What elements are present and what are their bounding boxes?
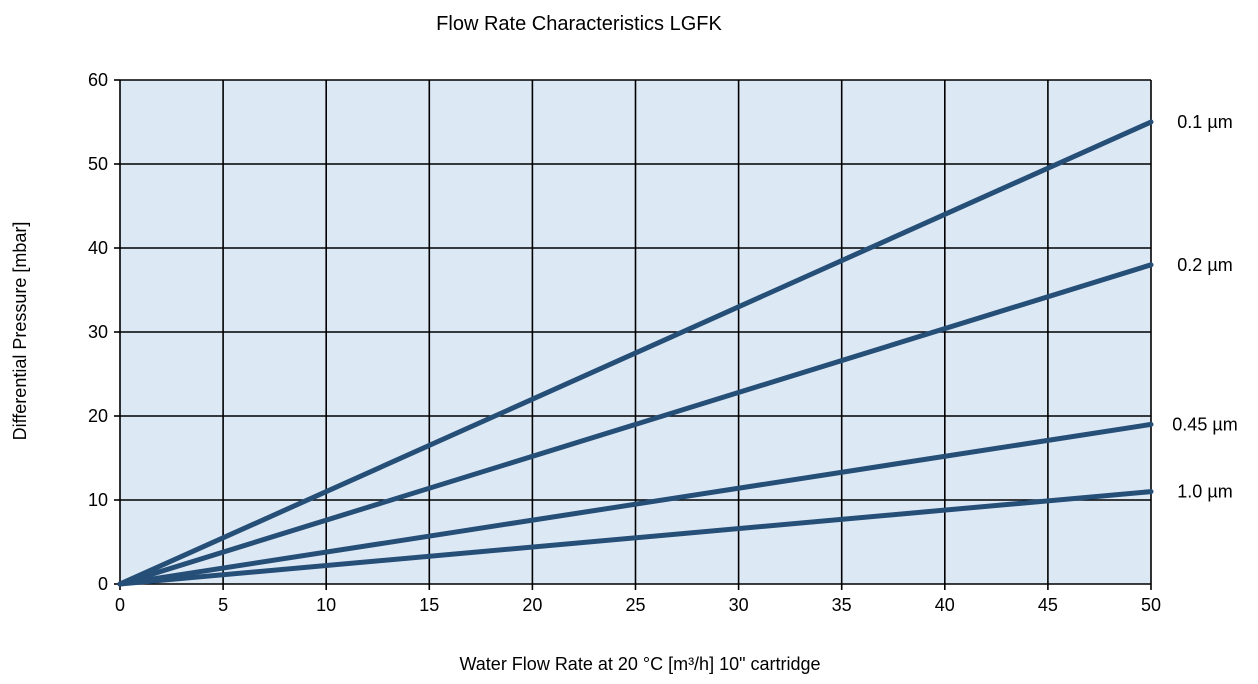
y-tick-label-2: 20	[88, 406, 108, 426]
x-tick-label-6: 30	[729, 595, 749, 615]
x-tick-label-0: 0	[115, 595, 125, 615]
x-axis-label: Water Flow Rate at 20 °C [m³/h] 10" cart…	[459, 654, 820, 674]
x-tick-label-4: 20	[522, 595, 542, 615]
x-tick-label-2: 10	[316, 595, 336, 615]
series-line-3	[117, 489, 1154, 587]
series-label-3: 1.0 µm	[1177, 482, 1232, 502]
y-axis-ticks: 0 10 20 30 40 50 60	[88, 70, 108, 594]
series-label-1: 0.2 µm	[1177, 255, 1232, 275]
chart-title: Flow Rate Characteristics LGFK	[436, 13, 722, 35]
x-tick-label-7: 35	[832, 595, 852, 615]
series-label-0: 0.1 µm	[1177, 112, 1232, 132]
y-tick-label-0: 0	[98, 574, 108, 594]
y-tick-label-5: 50	[88, 154, 108, 174]
x-axis-ticks: 0 5 10 15 20 25 30 35 40 45 50	[115, 595, 1161, 615]
x-tick-label-5: 25	[625, 595, 645, 615]
x-tick-label-1: 5	[218, 595, 228, 615]
x-tick-label-9: 45	[1038, 595, 1058, 615]
x-tick-label-10: 50	[1141, 595, 1161, 615]
series-label-2: 0.45 µm	[1172, 414, 1237, 434]
series-line-1	[117, 262, 1154, 587]
x-tick-label-3: 15	[419, 595, 439, 615]
y-tick-label-6: 60	[88, 70, 108, 90]
y-tick-label-3: 30	[88, 322, 108, 342]
y-tick-label-1: 10	[88, 490, 108, 510]
x-tick-label-8: 40	[935, 595, 955, 615]
y-tick-label-4: 40	[88, 238, 108, 258]
grid-lines	[114, 79, 1152, 590]
series-lines	[117, 119, 1154, 587]
series-line-0	[117, 119, 1154, 587]
y-axis-label: Differential Pressure [mbar]	[10, 222, 30, 441]
series-labels: 0.1 µm 0.2 µm 0.45 µm 1.0 µm	[1172, 112, 1237, 502]
series-line-2	[117, 421, 1154, 587]
